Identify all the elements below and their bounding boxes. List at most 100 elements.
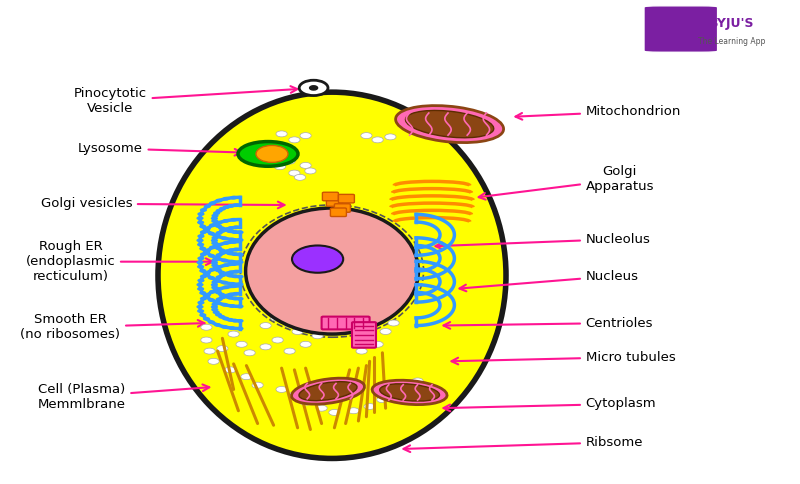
FancyBboxPatch shape bbox=[338, 195, 354, 203]
Circle shape bbox=[215, 269, 222, 272]
Text: Golgi vesicles: Golgi vesicles bbox=[41, 197, 285, 210]
Circle shape bbox=[232, 203, 239, 207]
Circle shape bbox=[211, 308, 218, 312]
Circle shape bbox=[237, 304, 244, 308]
Circle shape bbox=[208, 232, 215, 236]
Circle shape bbox=[227, 226, 234, 230]
Text: BYJU'S: BYJU'S bbox=[710, 17, 754, 30]
Circle shape bbox=[208, 276, 215, 280]
Circle shape bbox=[388, 260, 399, 266]
Circle shape bbox=[211, 283, 218, 287]
Circle shape bbox=[200, 274, 207, 278]
Ellipse shape bbox=[406, 110, 494, 138]
Circle shape bbox=[204, 348, 215, 354]
Text: Smooth ER
(no ribosomes): Smooth ER (no ribosomes) bbox=[20, 313, 205, 341]
Circle shape bbox=[222, 272, 230, 276]
Circle shape bbox=[396, 277, 407, 284]
Circle shape bbox=[211, 280, 218, 284]
Text: Golgi
Apparatus: Golgi Apparatus bbox=[478, 166, 654, 199]
Circle shape bbox=[197, 265, 204, 269]
Circle shape bbox=[299, 80, 328, 95]
Circle shape bbox=[214, 257, 221, 260]
Circle shape bbox=[211, 261, 218, 265]
Circle shape bbox=[211, 286, 218, 289]
Circle shape bbox=[228, 331, 239, 337]
Ellipse shape bbox=[291, 378, 365, 404]
Circle shape bbox=[199, 247, 206, 251]
Ellipse shape bbox=[380, 384, 439, 401]
Circle shape bbox=[215, 246, 222, 250]
Circle shape bbox=[227, 271, 234, 274]
Circle shape bbox=[292, 245, 343, 273]
Circle shape bbox=[218, 248, 226, 252]
Text: Cytoplasm: Cytoplasm bbox=[443, 397, 656, 411]
Ellipse shape bbox=[246, 208, 418, 334]
Circle shape bbox=[223, 249, 230, 253]
Circle shape bbox=[198, 234, 205, 238]
Circle shape bbox=[197, 305, 204, 309]
Circle shape bbox=[215, 221, 222, 225]
Circle shape bbox=[229, 304, 236, 308]
Circle shape bbox=[215, 253, 222, 257]
Circle shape bbox=[197, 239, 204, 242]
Circle shape bbox=[356, 348, 367, 354]
Circle shape bbox=[252, 382, 263, 388]
Circle shape bbox=[211, 242, 218, 245]
Circle shape bbox=[221, 281, 228, 285]
Circle shape bbox=[385, 134, 396, 140]
Circle shape bbox=[211, 236, 218, 240]
Circle shape bbox=[232, 292, 239, 296]
Circle shape bbox=[289, 137, 300, 143]
Circle shape bbox=[219, 207, 226, 211]
Circle shape bbox=[200, 297, 207, 301]
Circle shape bbox=[209, 268, 216, 272]
Circle shape bbox=[203, 228, 210, 232]
Ellipse shape bbox=[238, 141, 298, 166]
Circle shape bbox=[237, 253, 244, 257]
Circle shape bbox=[209, 201, 216, 205]
Circle shape bbox=[300, 133, 311, 138]
Circle shape bbox=[231, 318, 238, 322]
Circle shape bbox=[396, 294, 407, 301]
Circle shape bbox=[372, 137, 383, 143]
Circle shape bbox=[237, 230, 244, 234]
Circle shape bbox=[218, 271, 226, 274]
Circle shape bbox=[284, 158, 295, 164]
Circle shape bbox=[211, 214, 218, 218]
Circle shape bbox=[217, 346, 228, 351]
Circle shape bbox=[198, 212, 205, 216]
Circle shape bbox=[215, 198, 222, 202]
Circle shape bbox=[208, 320, 215, 324]
Circle shape bbox=[316, 405, 327, 411]
Circle shape bbox=[232, 248, 239, 251]
Circle shape bbox=[231, 274, 238, 278]
Circle shape bbox=[222, 263, 230, 267]
FancyBboxPatch shape bbox=[322, 192, 338, 201]
Circle shape bbox=[199, 269, 206, 272]
Circle shape bbox=[274, 164, 286, 170]
Circle shape bbox=[260, 322, 271, 329]
Circle shape bbox=[222, 294, 230, 298]
Circle shape bbox=[204, 249, 211, 253]
Circle shape bbox=[312, 333, 323, 339]
Circle shape bbox=[229, 260, 236, 264]
Circle shape bbox=[388, 303, 399, 309]
Circle shape bbox=[361, 133, 372, 138]
Circle shape bbox=[203, 251, 210, 254]
Circle shape bbox=[310, 86, 318, 90]
Circle shape bbox=[226, 318, 234, 322]
Circle shape bbox=[348, 408, 359, 414]
Circle shape bbox=[256, 145, 288, 163]
Circle shape bbox=[200, 230, 207, 234]
Circle shape bbox=[221, 325, 228, 329]
Circle shape bbox=[215, 231, 222, 235]
Circle shape bbox=[227, 248, 234, 252]
Circle shape bbox=[218, 315, 226, 318]
Circle shape bbox=[227, 204, 234, 208]
Circle shape bbox=[380, 329, 391, 334]
Circle shape bbox=[204, 293, 211, 297]
Circle shape bbox=[289, 170, 300, 176]
Circle shape bbox=[230, 262, 238, 266]
Circle shape bbox=[218, 227, 226, 230]
Circle shape bbox=[199, 291, 206, 295]
